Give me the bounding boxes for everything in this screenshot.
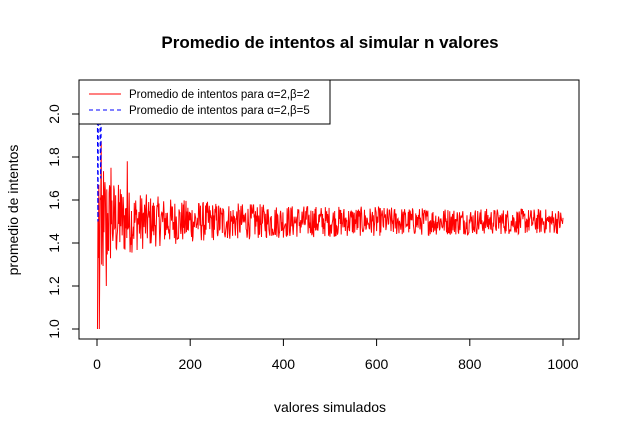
chart-title: Promedio de intentos al simular n valore… — [161, 33, 498, 52]
y-tick-label: 1.8 — [46, 147, 62, 167]
legend-box — [78, 79, 331, 125]
x-tick-label: 200 — [179, 356, 203, 372]
x-axis: 0 200 400 600 800 1000 — [93, 338, 579, 372]
x-tick-label: 400 — [272, 356, 296, 372]
x-tick-label: 0 — [93, 356, 101, 372]
y-axis: 1.0 1.2 1.4 1.6 1.8 2.0 — [46, 104, 80, 339]
y-tick-label: 1.4 — [46, 233, 62, 253]
x-tick-label: 600 — [365, 356, 389, 372]
y-tick-label: 1.2 — [46, 276, 62, 296]
y-axis-label: promedio de intentos — [5, 145, 21, 276]
x-tick-label: 800 — [458, 356, 482, 372]
series-layer — [96, 80, 564, 330]
legend-label-series-1: Promedio de intentos para α=2,β=2 — [129, 89, 310, 101]
series-line-red — [96, 141, 564, 330]
y-tick-label: 1.0 — [46, 319, 62, 339]
y-tick-label: 1.6 — [46, 190, 62, 210]
y-tick-label: 2.0 — [46, 104, 62, 124]
legend: Promedio de intentos para α=2,β=2 Promed… — [78, 79, 331, 125]
legend-label-series-2: Promedio de intentos para α=2,β=5 — [129, 105, 310, 117]
x-tick-label: 1000 — [547, 356, 578, 372]
x-axis-label: valores simulados — [274, 399, 386, 415]
